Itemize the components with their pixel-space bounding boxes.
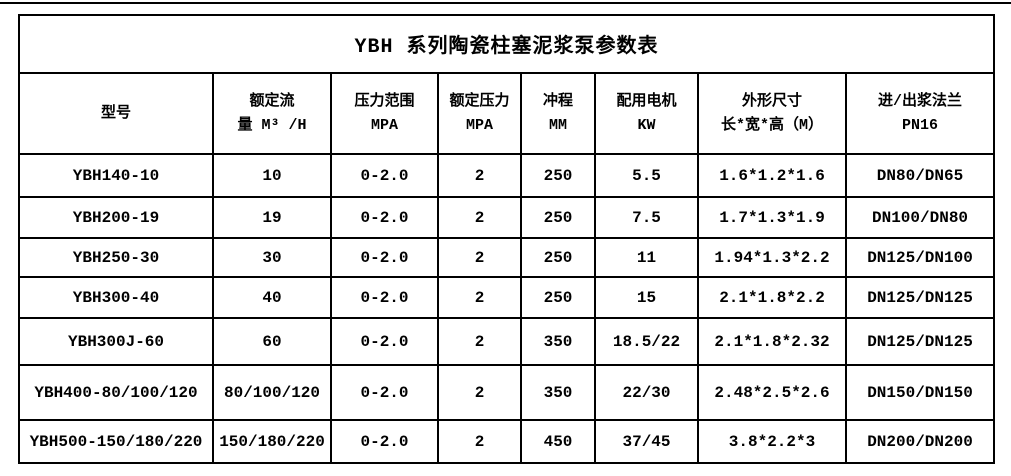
column-header: 压力范围 MPA bbox=[330, 72, 439, 155]
table-cell: YBH300J-60 bbox=[18, 317, 214, 366]
table-cell: YBH400-80/100/120 bbox=[18, 364, 214, 421]
table-cell: 250 bbox=[520, 237, 596, 278]
table-cell: 0-2.0 bbox=[330, 419, 439, 464]
table-title-row: YBH 系列陶瓷柱塞泥浆泵参数表 bbox=[17, 14, 996, 74]
column-header-line: 外形尺寸 bbox=[741, 92, 802, 110]
table-cell: 2 bbox=[437, 419, 522, 464]
table-cell: 0-2.0 bbox=[330, 237, 439, 278]
table-cell: 22/30 bbox=[594, 364, 699, 421]
column-header-line: 压力范围 bbox=[354, 92, 415, 110]
table-cell: 5.5 bbox=[594, 153, 699, 198]
column-header-line: 量 M³ /H bbox=[237, 116, 307, 134]
column-header: 额定压力 MPA bbox=[437, 72, 522, 155]
table-cell: 30 bbox=[212, 237, 332, 278]
table-cell: 250 bbox=[520, 276, 596, 319]
column-header-line: PN16 bbox=[902, 116, 939, 134]
table-cell: DN125/DN125 bbox=[844, 276, 996, 319]
column-header-line: KW bbox=[637, 116, 656, 134]
table-cell: DN125/DN125 bbox=[844, 317, 996, 366]
table-cell: 250 bbox=[520, 153, 596, 198]
table-cell: DN80/DN65 bbox=[844, 153, 996, 198]
table-cell: 80/100/120 bbox=[212, 364, 332, 421]
top-divider-line bbox=[0, 2, 1011, 4]
column-header-line: 配用电机 bbox=[616, 92, 677, 110]
column-header-line: 冲程 bbox=[542, 92, 573, 110]
table-cell: 2 bbox=[437, 196, 522, 239]
table-cell: 2 bbox=[437, 153, 522, 198]
column-header-line: MM bbox=[548, 116, 567, 134]
table-row: YBH140-10 10 0-2.0 2 250 5.5 1.6*1.2*1.6 DN80/D… bbox=[18, 153, 996, 198]
table-cell: 10 bbox=[212, 153, 332, 198]
table-cell: 0-2.0 bbox=[330, 153, 439, 198]
table-cell: 60 bbox=[212, 317, 332, 366]
table-cell: 2 bbox=[437, 317, 522, 366]
table-head: YBH 系列陶瓷柱塞泥浆泵参数表 型号 额定流量 M³ /H 压力范围 MPA 额定压力… bbox=[17, 14, 996, 155]
column-header-line: MPA bbox=[465, 116, 493, 134]
table-cell: YBH300-40 bbox=[18, 276, 214, 319]
table-cell: DN125/DN100 bbox=[844, 237, 996, 278]
table-cell: DN100/DN80 bbox=[844, 196, 996, 239]
table-cell: 7.5 bbox=[594, 196, 699, 239]
table-cell: 37/45 bbox=[594, 419, 699, 464]
column-header-line: 进/出浆法兰 bbox=[878, 92, 963, 110]
column-header: 外形尺寸长*宽*高（M） bbox=[697, 72, 847, 155]
table-cell: 350 bbox=[520, 364, 596, 421]
table-row: YBH250-30 30 0-2.0 2 250 11 1.94*1.3*2.2 DN125/… bbox=[18, 237, 996, 278]
table-row: YBH400-80/100/120 80/100/120 0-2.0 2 350 22/3… bbox=[18, 364, 996, 421]
column-header-line: 型号 bbox=[100, 104, 131, 122]
table-cell: 2 bbox=[437, 276, 522, 319]
table-cell: 40 bbox=[212, 276, 332, 319]
table-cell: YBH200-19 bbox=[18, 196, 214, 239]
table-cell: 2 bbox=[437, 364, 522, 421]
table-cell: 1.6*1.2*1.6 bbox=[697, 153, 847, 198]
table-cell: 19 bbox=[212, 196, 332, 239]
table-cell: 2.1*1.8*2.32 bbox=[697, 317, 847, 366]
table-cell: 3.8*2.2*3 bbox=[697, 419, 847, 464]
table-cell: 2 bbox=[437, 237, 522, 278]
table-cell: YBH500-150/180/220 bbox=[18, 419, 214, 464]
table-cell: YBH250-30 bbox=[18, 237, 214, 278]
table-cell: 2.48*2.5*2.6 bbox=[697, 364, 847, 421]
table-title: YBH 系列陶瓷柱塞泥浆泵参数表 bbox=[17, 14, 996, 74]
table-cell: 0-2.0 bbox=[330, 276, 439, 319]
table-cell: 1.94*1.3*2.2 bbox=[697, 237, 847, 278]
table-cell: 350 bbox=[520, 317, 596, 366]
table-cell: 2.1*1.8*2.2 bbox=[697, 276, 847, 319]
column-header-line: 长*宽*高（M） bbox=[720, 116, 823, 134]
table-row: YBH200-19 19 0-2.0 2 250 7.5 1.7*1.3*1.9 DN100/… bbox=[18, 196, 996, 239]
table-header-row: 型号 额定流量 M³ /H 压力范围 MPA 额定压力 MPA 冲程 MM 配用电机 KW 外形尺寸… bbox=[18, 72, 996, 155]
table-row: YBH500-150/180/220 150/180/220 0-2.0 2 450 37… bbox=[18, 419, 996, 464]
table-body: YBH140-10 10 0-2.0 2 250 5.5 1.6*1.2*1.6 DN80/D… bbox=[18, 153, 996, 464]
column-header: 进/出浆法兰 PN16 bbox=[844, 72, 996, 155]
table-cell: 0-2.0 bbox=[330, 364, 439, 421]
column-header: 冲程 MM bbox=[520, 72, 596, 155]
table-cell: 0-2.0 bbox=[330, 196, 439, 239]
column-header: 型号 bbox=[18, 72, 214, 155]
table-cell: 11 bbox=[594, 237, 699, 278]
column-header-line: 额定流 bbox=[249, 92, 295, 110]
column-header: 额定流量 M³ /H bbox=[212, 72, 332, 155]
pump-parameter-table: YBH 系列陶瓷柱塞泥浆泵参数表 型号 额定流量 M³ /H 压力范围 MPA 额定压力… bbox=[17, 14, 996, 464]
table-cell: 0-2.0 bbox=[330, 317, 439, 366]
table-cell: DN200/DN200 bbox=[844, 419, 996, 464]
table-cell: 250 bbox=[520, 196, 596, 239]
table-cell: 15 bbox=[594, 276, 699, 319]
table-cell: 450 bbox=[520, 419, 596, 464]
table-row: YBH300J-60 60 0-2.0 2 350 18.5/22 2.1*1.8*2.32… bbox=[18, 317, 996, 366]
table-cell: 150/180/220 bbox=[212, 419, 332, 464]
column-header: 配用电机 KW bbox=[594, 72, 699, 155]
table-cell: 18.5/22 bbox=[594, 317, 699, 366]
table-cell: YBH140-10 bbox=[18, 153, 214, 198]
table-row: YBH300-40 40 0-2.0 2 250 15 2.1*1.8*2.2 DN125/D… bbox=[18, 276, 996, 319]
column-header-line: MPA bbox=[370, 116, 398, 134]
table-cell: 1.7*1.3*1.9 bbox=[697, 196, 847, 239]
table-cell: DN150/DN150 bbox=[844, 364, 996, 421]
column-header-line: 额定压力 bbox=[449, 92, 510, 110]
